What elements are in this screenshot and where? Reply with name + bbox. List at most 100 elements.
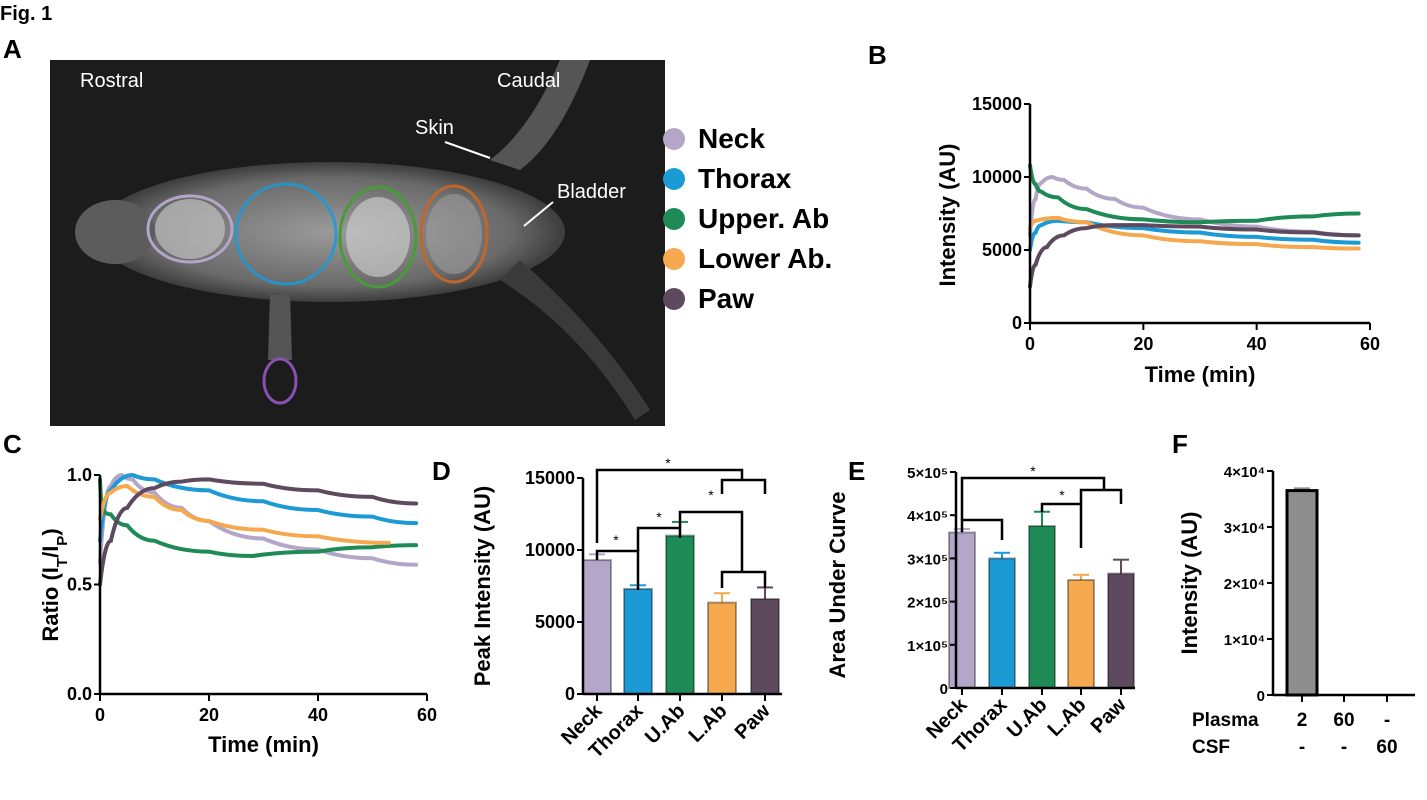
- series-line-paw: [1028, 223, 1361, 289]
- y-axis-label: Area Under Curve: [825, 491, 850, 678]
- bar-uab: [665, 534, 695, 695]
- roi-thorax: [234, 182, 338, 286]
- csf-value: -: [1299, 737, 1305, 758]
- legend: Neck Thorax Upper. Ab Lower Ab. Paw: [663, 123, 832, 314]
- mouse-image: [50, 60, 665, 426]
- y-tick-label: 2×10⁵: [907, 595, 948, 612]
- roi-neck: [146, 194, 234, 264]
- y-tick-label: 15000: [972, 94, 1022, 114]
- legend-marker-0: [663, 128, 685, 150]
- bar-lab: [707, 601, 737, 695]
- bar-thorax: [623, 587, 653, 696]
- series-line-lower-ab-: [1028, 215, 1361, 251]
- y-tick-label: 0: [565, 684, 575, 704]
- y-tick-label: 4×10⁴: [1224, 464, 1265, 481]
- chart-panel-f: 0 1×10⁴ 2×10⁴ 3×10⁴ 4×10⁴ Intensity (AU) Plasm…: [1177, 464, 1415, 758]
- panel-letter-f: F: [1172, 429, 1188, 459]
- csf-value: -: [1341, 737, 1347, 758]
- x-tick-label: Paw: [1087, 694, 1131, 738]
- panel-letter-e: E: [848, 456, 865, 486]
- bar-thorax: [988, 557, 1016, 690]
- panel-letter-c: C: [3, 429, 22, 459]
- y-tick-label: 0.0: [67, 684, 92, 704]
- legend-label: Lower Ab.: [698, 243, 832, 274]
- y-tick-label: 10000: [972, 167, 1022, 187]
- bar-lab: [1067, 579, 1095, 689]
- panel-letter-b: B: [868, 40, 887, 70]
- legend-marker-1: [663, 168, 685, 190]
- x-tick-label: 40: [308, 705, 328, 725]
- x-tick-label: L.Ab: [1044, 694, 1091, 741]
- y-axis-label: Intensity (AU): [1177, 512, 1202, 655]
- y-tick-label: 5000: [535, 612, 575, 632]
- y-tick-label: 4×10⁵: [907, 508, 948, 525]
- bar-neck: [582, 559, 612, 696]
- label-caudal: Caudal: [497, 70, 560, 92]
- series-line-upper-ab: [1028, 163, 1361, 225]
- bar-col-0: [1285, 489, 1319, 697]
- significance-bracket: [960, 476, 1123, 520]
- bar-neck: [948, 531, 976, 689]
- x-tick-label: 0: [1025, 334, 1035, 354]
- significance-bracket: [595, 549, 640, 590]
- x-tick-label: 60: [1360, 334, 1380, 354]
- figure-label: Fig. 1: [0, 3, 52, 25]
- x-tick-label: U.Ab: [1003, 694, 1052, 743]
- y-tick-label: 0.5: [67, 575, 92, 595]
- significance-bracket: [636, 526, 682, 551]
- series-line-thorax: [98, 472, 419, 543]
- y-tick-label: 0: [940, 681, 948, 698]
- significance-star: *: [656, 509, 662, 525]
- legend-label: Paw: [698, 283, 754, 314]
- significance-bracket: [678, 510, 767, 588]
- bladder-pointer: [523, 201, 554, 227]
- x-axis-label: Time (min): [1145, 362, 1256, 387]
- plasma-value: 2: [1297, 710, 1308, 731]
- csf-value: 60: [1376, 737, 1397, 758]
- x-tick-label: 40: [1247, 334, 1267, 354]
- y-tick-label: 2×10⁴: [1224, 576, 1265, 593]
- y-tick-label: 0: [1012, 313, 1022, 333]
- y-tick-label: 1.0: [67, 465, 92, 485]
- series-line-lower-ab-: [98, 483, 391, 545]
- legend-label: Neck: [698, 123, 765, 154]
- y-axis-label: Ratio (IT/IP): [38, 528, 71, 641]
- significance-star: *: [665, 455, 671, 471]
- legend-marker-3: [663, 248, 685, 270]
- y-tick-label: 1×10⁵: [907, 638, 948, 655]
- series-line-neck: [98, 472, 419, 567]
- x-tick-label: L.Ab: [685, 700, 732, 747]
- y-tick-label: 5000: [982, 240, 1022, 260]
- y-axis-label: Intensity (AU): [935, 144, 960, 287]
- significance-bracket: [1040, 502, 1083, 548]
- x-tick-label: 20: [199, 705, 219, 725]
- chart-panel-c: 0.0 0.5 1.0 0 20 40 60 Time (min) Ratio (IT/IP): [38, 465, 437, 757]
- panel-letter-a: A: [3, 34, 22, 64]
- y-tick-label: 1×10⁴: [1224, 632, 1265, 649]
- plasma-value: 60: [1333, 710, 1354, 731]
- bar-paw: [750, 597, 780, 696]
- significance-star: *: [613, 532, 619, 548]
- skin-pointer: [444, 141, 491, 159]
- plasma-value: -: [1384, 710, 1390, 731]
- x-axis-label: Time (min): [208, 732, 319, 757]
- x-tick-label: 20: [1133, 334, 1153, 354]
- series-line-neck: [1028, 174, 1361, 238]
- roi-upper-ab: [338, 185, 418, 289]
- y-axis-label: Peak Intensity (AU): [470, 486, 495, 687]
- y-tick-label: 10000: [525, 540, 575, 560]
- significance-star: *: [1059, 487, 1065, 503]
- row-label-plasma: Plasma: [1192, 710, 1259, 731]
- bar-uab: [1028, 525, 1056, 689]
- row-label-csf: CSF: [1192, 737, 1230, 758]
- x-tick-label: 0: [95, 705, 105, 725]
- series-line-upper-ab: [98, 477, 419, 559]
- x-tick-label: 60: [417, 705, 437, 725]
- chart-panel-e: NeckThoraxU.AbL.AbPaw01×10⁵2×10⁵3×10⁵4×1…: [825, 463, 1135, 757]
- significance-bracket: [595, 468, 767, 543]
- x-tick-label: Paw: [731, 700, 775, 744]
- significance-star: *: [1030, 463, 1036, 479]
- y-tick-label: 3×10⁴: [1224, 520, 1265, 537]
